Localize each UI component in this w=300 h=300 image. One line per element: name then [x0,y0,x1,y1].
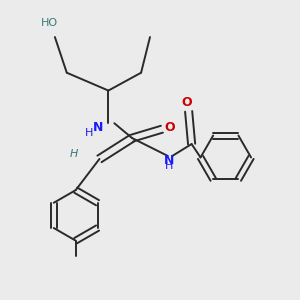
Text: O: O [164,121,175,134]
Text: H: H [70,149,78,160]
Text: N: N [93,121,103,134]
Text: H: H [85,128,93,138]
Text: HO: HO [40,18,58,28]
Text: N: N [164,154,175,167]
Text: H: H [165,161,173,171]
Text: O: O [182,96,193,109]
